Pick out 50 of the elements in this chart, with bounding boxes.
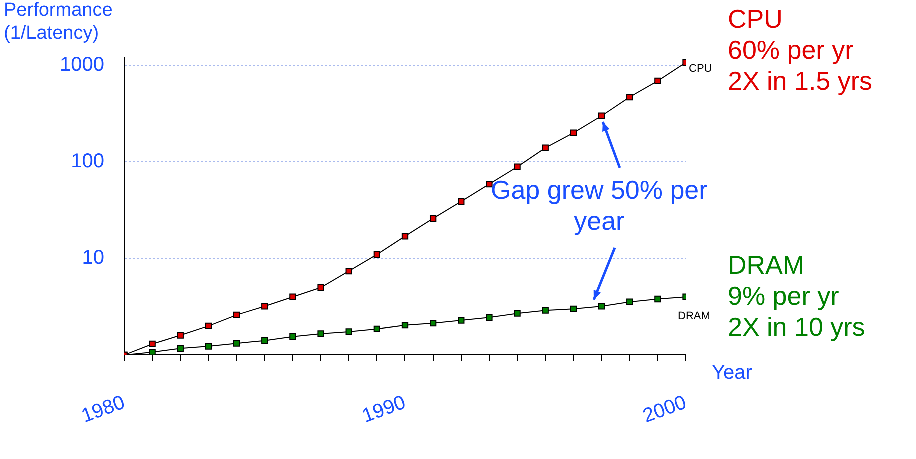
x-tick-label: 2000 <box>640 392 690 428</box>
point <box>626 298 634 306</box>
point <box>205 343 212 350</box>
text: DRAM 9% per yr 2X in 10 yrs <box>728 250 866 344</box>
point <box>318 330 324 338</box>
point <box>374 326 380 333</box>
point <box>346 268 352 275</box>
y-tick-label: 100 <box>71 150 104 173</box>
point <box>654 78 662 85</box>
x-tick-label: 1990 <box>360 392 409 428</box>
point <box>542 307 549 314</box>
point <box>598 303 606 310</box>
point <box>570 130 578 136</box>
point <box>598 112 606 120</box>
point <box>514 310 521 317</box>
point <box>290 334 296 340</box>
y-tick-label: 10 <box>82 247 104 270</box>
point <box>458 198 465 205</box>
point <box>149 340 156 348</box>
annotation: Gap grew 50% per year <box>491 175 708 238</box>
point <box>233 312 240 318</box>
point <box>374 251 380 258</box>
series-label: CPU <box>689 62 712 75</box>
text: CPU 60% per yr 2X in 1.5 yrs <box>728 4 873 98</box>
y-axis-title: Performance (1/Latency) <box>4 0 113 46</box>
point <box>262 303 268 310</box>
x-axis-title: Year <box>712 361 752 386</box>
point <box>233 340 240 347</box>
point <box>402 322 409 329</box>
point <box>177 332 184 339</box>
point <box>262 338 268 344</box>
point <box>542 144 549 152</box>
point <box>486 314 493 321</box>
point <box>402 233 409 240</box>
point <box>430 215 437 222</box>
point <box>177 345 184 352</box>
point <box>514 164 521 170</box>
y-tick-label: 1000 <box>60 54 104 76</box>
x-tick-label: 1980 <box>78 392 128 428</box>
point <box>205 322 212 330</box>
point <box>318 284 324 292</box>
point <box>458 317 465 324</box>
point <box>654 296 662 303</box>
point <box>290 294 296 300</box>
point <box>430 320 437 327</box>
point <box>570 306 578 313</box>
point <box>149 349 156 356</box>
point <box>346 328 352 336</box>
series-label: DRAM <box>678 310 710 323</box>
point <box>626 94 634 101</box>
